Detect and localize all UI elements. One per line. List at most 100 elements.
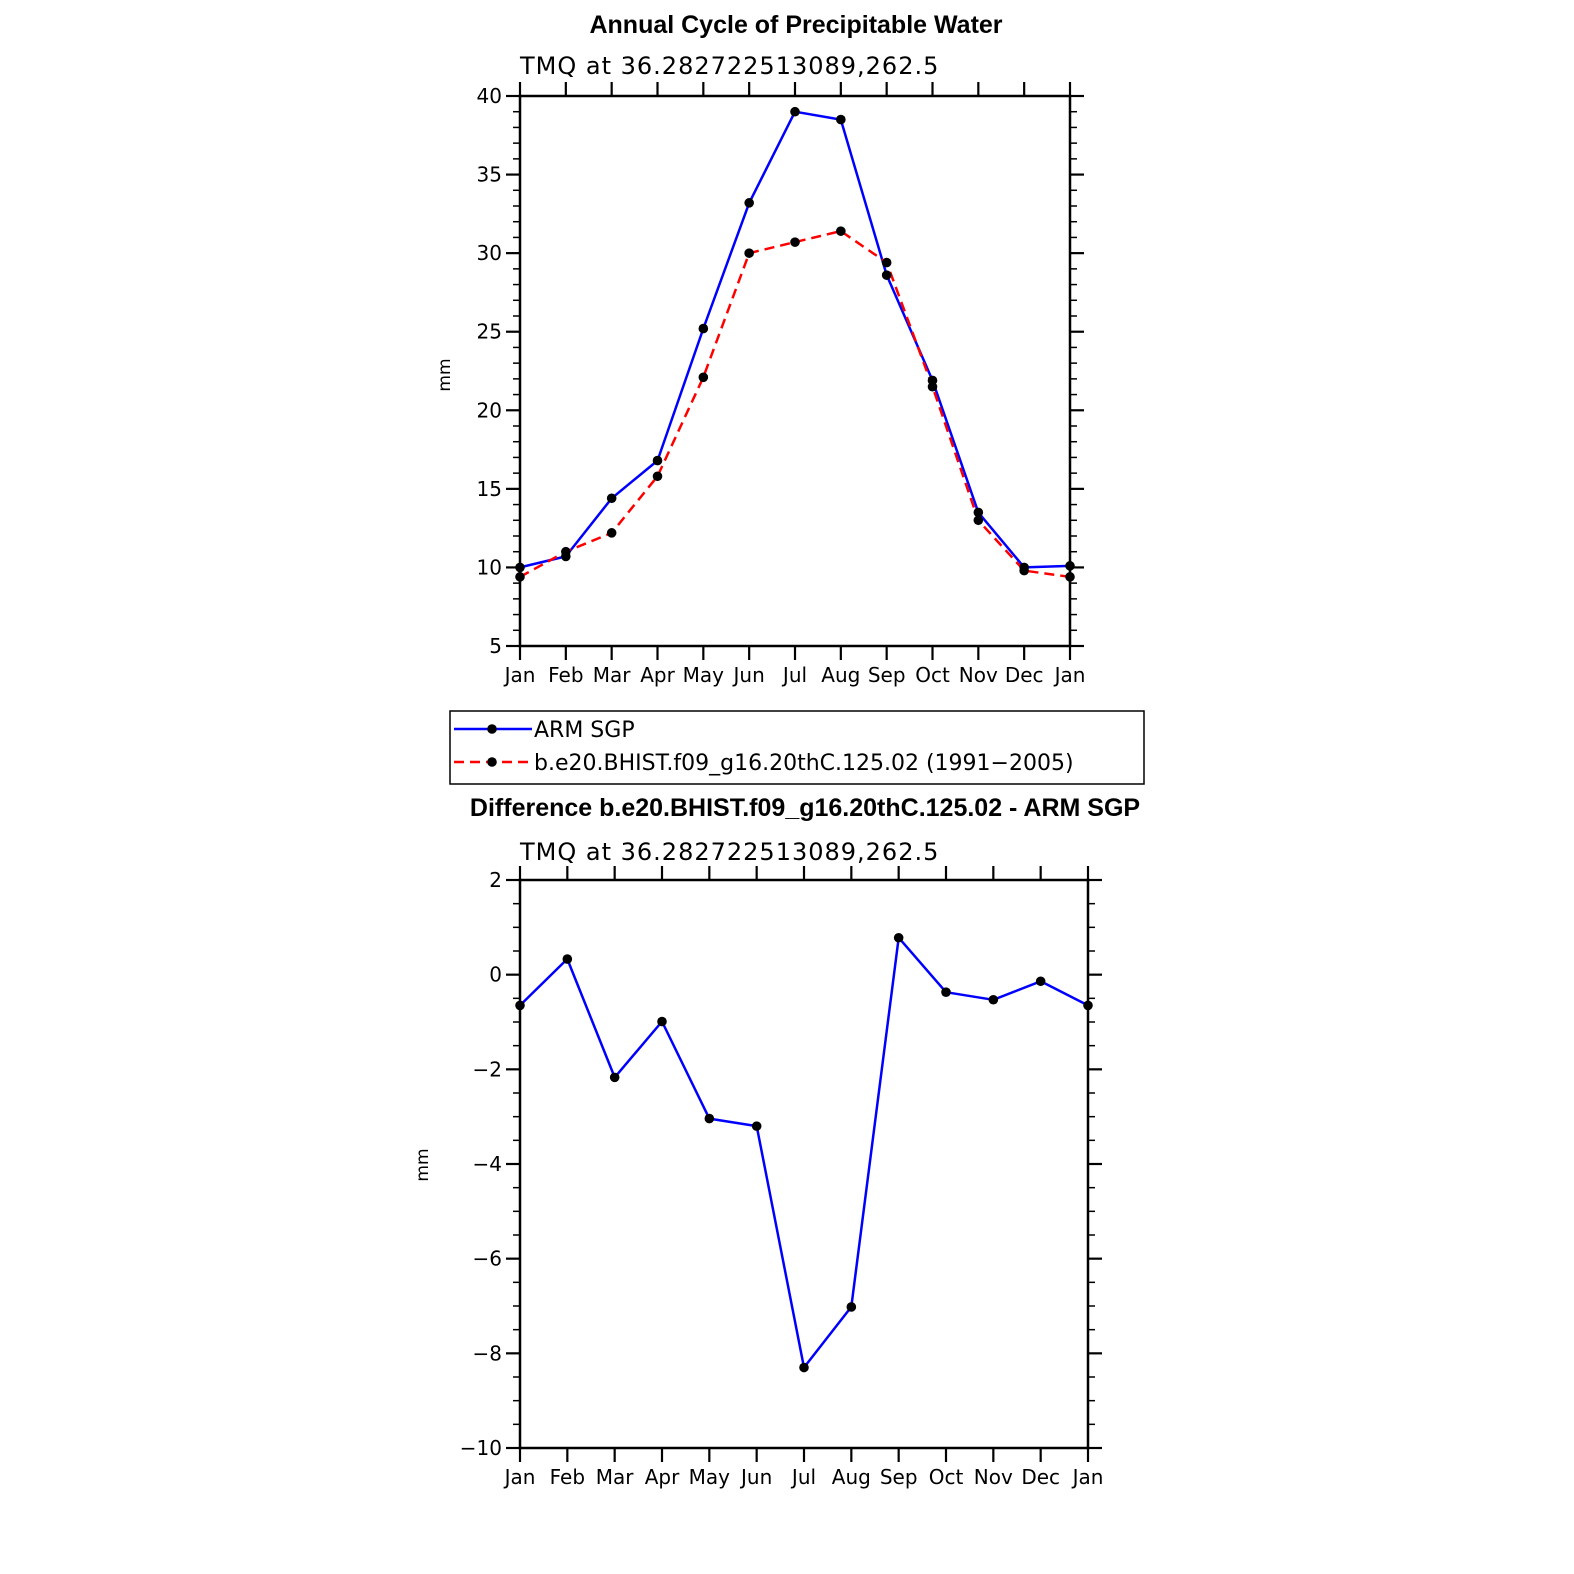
data-point-1 xyxy=(652,471,663,482)
x-tick-label: Mar xyxy=(596,1465,635,1489)
legend: ARM SGP b.e20.BHIST.f09_g16.20thC.125.02… xyxy=(449,710,1145,785)
y-tick-label: −6 xyxy=(473,1247,502,1271)
y-axis-label: mm xyxy=(413,1148,433,1181)
data-point-0 xyxy=(751,1121,762,1131)
x-tick-label: Apr xyxy=(645,1465,680,1489)
data-series xyxy=(515,932,1093,1373)
x-tick-label: Jun xyxy=(739,1465,772,1489)
x-tick-label: Oct xyxy=(915,663,950,687)
x-tick-label: Jun xyxy=(732,663,765,687)
x-tick-label: Apr xyxy=(640,663,675,687)
y-tick-labels: −10 −8 −6 −4 −2 0 2 xyxy=(460,868,502,1460)
data-point-1 xyxy=(744,248,754,258)
x-tick-labels: Jan Feb Mar Apr May Jun Jul Aug Sep Oct Nov Dec Jan xyxy=(503,663,1086,687)
data-point-0 xyxy=(744,198,754,208)
y-tick-label: −10 xyxy=(460,1436,502,1460)
data-point-0 xyxy=(836,114,846,125)
data-point-0 xyxy=(988,994,999,1005)
chart-subtitle: TMQ at 36.282722513089,262.5 xyxy=(519,838,939,866)
chart-title: Difference b.e20.BHIST.f09_g16.20thC.125… xyxy=(470,794,1140,822)
legend-label-1: b.e20.BHIST.f09_g16.20thC.125.02 (1991−2… xyxy=(534,751,1074,776)
data-point-1 xyxy=(836,226,846,236)
x-tick-label: May xyxy=(683,663,725,687)
y-tick-label: 35 xyxy=(477,163,502,187)
x-tick-label: Feb xyxy=(550,1465,585,1489)
y-tick-label: −8 xyxy=(473,1341,502,1365)
data-point-1 xyxy=(973,515,984,526)
x-tick-label: Sep xyxy=(880,1465,918,1489)
legend-marker-1 xyxy=(487,757,497,767)
axis-ticks xyxy=(506,82,1084,660)
x-tick-label: Dec xyxy=(1005,663,1044,687)
data-point-0 xyxy=(609,1072,620,1083)
x-tick-label: Nov xyxy=(974,1465,1013,1489)
x-tick-label: Oct xyxy=(929,1465,964,1489)
data-point-1 xyxy=(698,372,709,383)
y-tick-label: 5 xyxy=(489,634,502,658)
legend-marker-0 xyxy=(487,724,497,734)
data-point-0 xyxy=(698,323,709,334)
y-axis-label: mm xyxy=(435,358,455,391)
data-point-0 xyxy=(790,106,800,117)
plot-frame xyxy=(518,94,1072,648)
x-tick-label: Jan xyxy=(1071,1465,1104,1489)
y-tick-label: −2 xyxy=(473,1057,502,1081)
y-tick-label: 20 xyxy=(477,398,502,422)
axis-ticks xyxy=(506,866,1102,1462)
x-tick-label: Jan xyxy=(1053,663,1086,687)
data-point-0 xyxy=(799,1362,809,1373)
data-point-0 xyxy=(606,493,617,504)
x-tick-label: Jul xyxy=(781,663,807,687)
data-point-1 xyxy=(1019,565,1029,576)
data-point-0 xyxy=(941,987,951,997)
y-tick-label: 10 xyxy=(477,555,502,579)
x-tick-label: Nov xyxy=(959,663,998,687)
chart-title: Annual Cycle of Precipitable Water xyxy=(589,11,1002,39)
legend-entry-1: b.e20.BHIST.f09_g16.20thC.125.02 (1991−2… xyxy=(454,751,1074,776)
data-point-1 xyxy=(561,546,571,557)
y-tick-labels: 5 10 15 20 25 30 35 40 xyxy=(477,84,502,658)
x-tick-label: Sep xyxy=(868,663,906,687)
data-point-0 xyxy=(704,1113,715,1124)
y-tick-label: 0 xyxy=(489,963,502,987)
y-tick-label: 40 xyxy=(477,84,502,108)
series-line-0 xyxy=(519,110,1071,569)
data-point-0 xyxy=(657,1016,667,1027)
x-tick-label: May xyxy=(689,1465,731,1489)
data-point-0 xyxy=(652,455,663,466)
data-point-0 xyxy=(893,932,904,943)
x-tick-label: Feb xyxy=(548,663,583,687)
data-point-0 xyxy=(1035,976,1046,987)
x-tick-label: Dec xyxy=(1021,1465,1060,1489)
plot-frame xyxy=(518,878,1090,1450)
data-point-1 xyxy=(606,528,617,538)
data-point-1 xyxy=(881,257,892,268)
data-point-1 xyxy=(790,237,800,247)
x-tick-label: Jan xyxy=(503,663,536,687)
x-tick-label: Jan xyxy=(503,1465,536,1489)
x-tick-label: Jul xyxy=(790,1465,816,1489)
y-tick-label: 25 xyxy=(477,320,502,344)
data-point-0 xyxy=(881,270,892,280)
data-point-1 xyxy=(927,381,938,392)
data-point-0 xyxy=(973,507,984,518)
chart-subtitle: TMQ at 36.282722513089,262.5 xyxy=(519,52,939,80)
legend-box xyxy=(449,710,1145,785)
legend-label-0: ARM SGP xyxy=(534,718,635,743)
annual-cycle-chart: Annual Cycle of Precipitable Water TMQ a… xyxy=(435,11,1085,687)
y-tick-label: 30 xyxy=(477,241,502,265)
x-tick-label: Aug xyxy=(821,663,860,687)
legend-entry-0: ARM SGP xyxy=(454,718,635,743)
y-tick-label: 15 xyxy=(477,477,502,501)
data-point-0 xyxy=(562,954,573,964)
x-tick-labels: Jan Feb Mar Apr May Jun Jul Aug Sep Oct Nov Dec Jan xyxy=(503,1465,1104,1489)
difference-chart: Difference b.e20.BHIST.f09_g16.20thC.125… xyxy=(413,794,1140,1489)
y-tick-label: 2 xyxy=(489,868,502,892)
series-line-0 xyxy=(519,936,1089,1369)
x-tick-label: Mar xyxy=(593,663,632,687)
y-tick-label: −4 xyxy=(473,1152,502,1176)
x-tick-label: Aug xyxy=(832,1465,871,1489)
data-point-0 xyxy=(846,1302,857,1312)
data-series xyxy=(515,106,1075,582)
